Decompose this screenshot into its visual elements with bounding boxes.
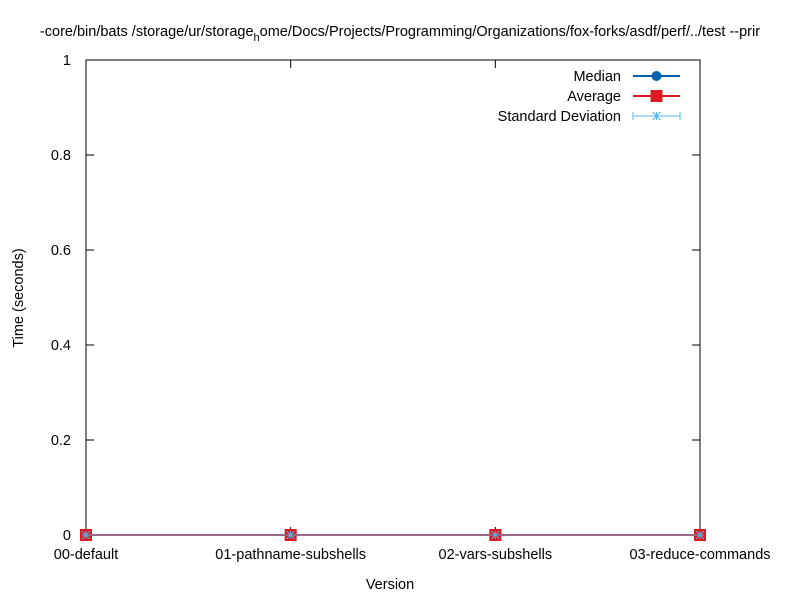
legend-label: Standard Deviation	[498, 109, 621, 125]
chart-title: -core/bin/bats /storage/ur/storagehome/D…	[40, 24, 760, 44]
data-point	[81, 530, 91, 540]
x-axis-label: Version	[366, 577, 414, 593]
legend-marker	[651, 71, 662, 81]
series	[80, 529, 706, 541]
tick-labels: 0 0.2 0.4 0.6 0.8 1 00-default 01-pathname-subs…	[51, 53, 771, 563]
y-axis-label: Time (seconds)	[11, 248, 27, 347]
y-tick-label: 0.4	[51, 338, 71, 354]
chart-title-sub: h	[254, 32, 260, 44]
chart-title-main: -core/bin/bats /storage/ur/storage	[40, 24, 254, 40]
x-tick-label: 02-vars-subshells	[439, 547, 553, 563]
legend-marker	[652, 111, 661, 121]
data-point	[286, 530, 296, 540]
legend-item: Standard Deviation	[498, 109, 681, 125]
legend-label: Average	[567, 89, 621, 105]
legend: Median Average Standard Deviation	[498, 69, 681, 125]
y-tick-label: 0.8	[51, 148, 71, 164]
data-point	[490, 530, 500, 540]
series-standard-deviation	[81, 530, 705, 540]
y-tick-label: 0	[63, 528, 71, 544]
axes	[85, 59, 701, 536]
legend-item: Median	[573, 69, 680, 85]
legend-item: Average	[567, 89, 680, 105]
x-tick-label: 03-reduce-commands	[629, 547, 770, 563]
legend-marker	[650, 90, 663, 102]
plot-border	[85, 59, 701, 536]
legend-label: Median	[573, 69, 621, 85]
chart-title-rest: ome/Docs/Projects/Programming/Organizati…	[260, 24, 761, 40]
y-tick-label: 0.6	[51, 243, 71, 259]
x-tick-label: 01-pathname-subshells	[215, 547, 366, 563]
y-tick-label: 1	[63, 53, 71, 69]
y-tick-label: 0.2	[51, 433, 71, 449]
data-point	[695, 530, 705, 540]
x-tick-label: 00-default	[54, 547, 119, 563]
